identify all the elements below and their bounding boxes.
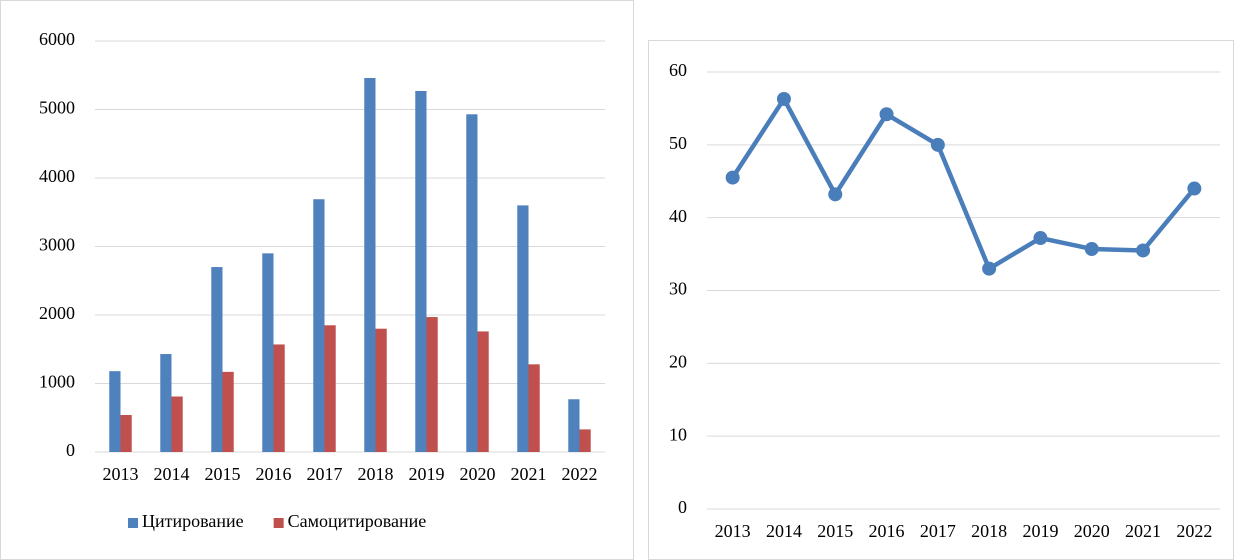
y-tick-label: 5000 xyxy=(39,98,75,118)
bar xyxy=(528,364,540,452)
x-tick-label: 2015 xyxy=(817,521,853,541)
right-panel-frame xyxy=(648,40,1234,560)
point xyxy=(930,137,945,152)
y-tick-label: 0 xyxy=(678,497,687,517)
point xyxy=(828,187,843,202)
point xyxy=(879,107,894,122)
bar xyxy=(364,77,376,453)
bar xyxy=(273,344,285,452)
bar xyxy=(375,328,387,452)
y-tick-label: 50 xyxy=(669,133,687,153)
y-tick-label: 0 xyxy=(66,440,75,460)
x-tick-label: 2013 xyxy=(715,521,751,541)
point xyxy=(1084,241,1099,256)
bar xyxy=(466,114,478,453)
bar xyxy=(517,205,529,452)
x-tick-label: 2018 xyxy=(358,464,394,484)
legend-label: Цитирование xyxy=(142,511,244,531)
bar xyxy=(324,325,336,452)
bar xyxy=(109,371,121,452)
x-tick-label: 2020 xyxy=(460,464,496,484)
y-tick-label: 2000 xyxy=(39,303,75,323)
point xyxy=(1033,231,1048,246)
bar xyxy=(160,354,172,452)
x-tick-label: 2016 xyxy=(256,464,292,484)
x-tick-label: 2014 xyxy=(154,464,190,484)
y-tick-label: 60 xyxy=(669,60,687,80)
point xyxy=(1187,181,1202,196)
bar xyxy=(568,399,580,452)
x-tick-label: 2022 xyxy=(1176,521,1212,541)
point xyxy=(982,261,997,276)
bar xyxy=(222,371,234,452)
y-tick-label: 20 xyxy=(669,351,687,371)
y-tick-label: 10 xyxy=(669,424,687,444)
x-tick-label: 2017 xyxy=(307,464,343,484)
bar xyxy=(211,267,223,452)
point xyxy=(1136,243,1151,258)
bar xyxy=(262,253,274,452)
point xyxy=(776,91,791,106)
x-tick-label: 2020 xyxy=(1074,521,1110,541)
x-tick-label: 2021 xyxy=(511,464,547,484)
x-tick-label: 2016 xyxy=(869,521,905,541)
bar xyxy=(579,429,591,452)
bar xyxy=(313,199,325,452)
x-tick-label: 2019 xyxy=(1022,521,1058,541)
legend-label: Самоцитирование xyxy=(288,511,427,531)
x-tick-label: 2015 xyxy=(205,464,241,484)
x-tick-label: 2021 xyxy=(1125,521,1161,541)
bar xyxy=(415,91,427,452)
x-tick-label: 2018 xyxy=(971,521,1007,541)
x-tick-label: 2022 xyxy=(562,464,598,484)
y-tick-label: 30 xyxy=(669,279,687,299)
y-tick-label: 4000 xyxy=(39,166,75,186)
bar xyxy=(171,396,183,452)
legend-swatch xyxy=(128,518,138,528)
x-tick-label: 2014 xyxy=(766,521,802,541)
x-tick-label: 2013 xyxy=(103,464,139,484)
bar xyxy=(426,317,438,452)
line xyxy=(730,96,1197,271)
y-tick-label: 3000 xyxy=(39,235,75,255)
legend-swatch xyxy=(273,518,284,528)
point xyxy=(725,170,740,185)
bar xyxy=(120,415,132,452)
y-tick-label: 6000 xyxy=(39,29,75,49)
x-tick-label: 2017 xyxy=(920,521,956,541)
bar xyxy=(477,331,489,452)
y-tick-label: 40 xyxy=(669,206,687,226)
x-tick-label: 2019 xyxy=(409,464,445,484)
y-tick-label: 1000 xyxy=(39,372,75,392)
